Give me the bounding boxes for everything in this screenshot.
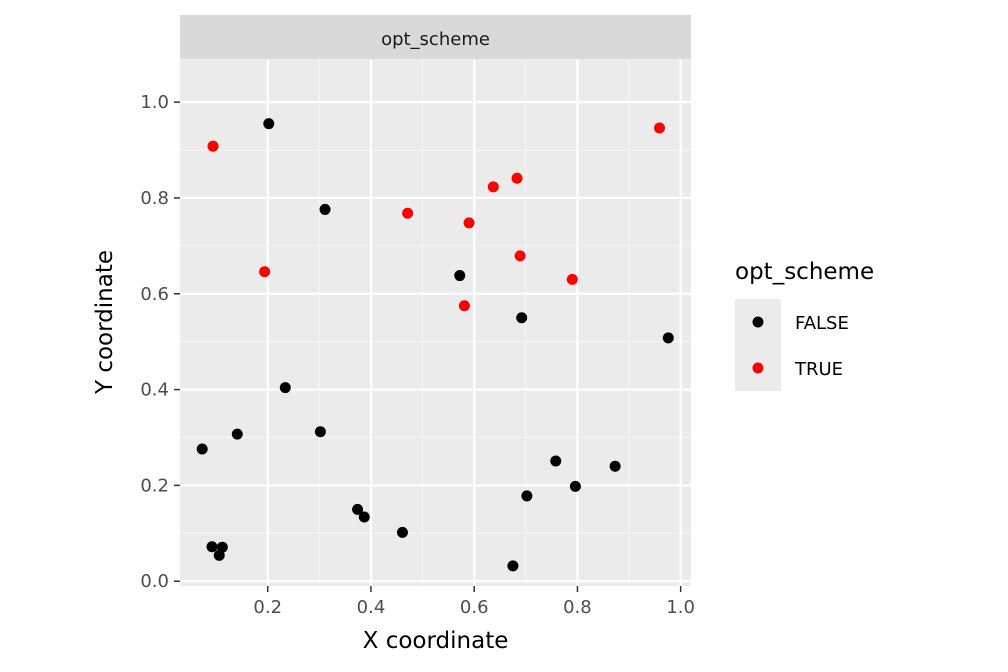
data-point-false bbox=[352, 503, 364, 515]
data-point-true bbox=[487, 181, 499, 193]
data-point-false bbox=[516, 312, 528, 324]
x-axis-title: X coordinate bbox=[363, 628, 509, 654]
data-point-false bbox=[609, 460, 621, 472]
data-point-false bbox=[279, 382, 291, 394]
data-point-false bbox=[569, 480, 581, 492]
data-point-true bbox=[514, 250, 526, 262]
data-point-false bbox=[213, 549, 225, 561]
data-point-true bbox=[654, 122, 666, 134]
plot-panel bbox=[180, 59, 691, 586]
data-point-true bbox=[402, 207, 414, 219]
y-tick-label: 0.0 bbox=[140, 571, 169, 592]
data-point-false bbox=[231, 428, 243, 440]
major-gridlines bbox=[180, 59, 691, 586]
x-axis: 0.2 0.4 0.6 0.8 1.0 bbox=[253, 586, 695, 618]
data-point-false bbox=[263, 118, 275, 130]
data-point-false bbox=[454, 270, 466, 282]
data-points bbox=[196, 118, 674, 572]
data-point-false bbox=[314, 426, 326, 438]
data-point-false bbox=[550, 455, 562, 467]
y-tick-label: 1.0 bbox=[140, 92, 169, 113]
y-tick-label: 0.6 bbox=[140, 284, 169, 305]
legend-key-box bbox=[735, 299, 781, 391]
facet-strip bbox=[180, 15, 691, 59]
legend: opt_scheme FALSE TRUE bbox=[735, 259, 874, 391]
legend-key-true-dot bbox=[752, 362, 764, 374]
data-point-false bbox=[662, 332, 674, 344]
data-point-false bbox=[521, 490, 533, 502]
data-point-true bbox=[511, 172, 523, 184]
data-point-true bbox=[463, 217, 475, 229]
y-tick-label: 0.8 bbox=[140, 188, 169, 209]
legend-label-true: TRUE bbox=[794, 359, 843, 380]
x-tick-label: 1.0 bbox=[666, 597, 695, 618]
data-point-false bbox=[358, 511, 370, 523]
x-tick-label: 0.4 bbox=[357, 597, 386, 618]
data-point-false bbox=[507, 560, 519, 572]
legend-title: opt_scheme bbox=[735, 259, 874, 285]
y-axis: 0.0 0.2 0.4 0.6 0.8 1.0 bbox=[140, 92, 180, 592]
data-point-true bbox=[458, 300, 470, 312]
data-point-false bbox=[396, 526, 408, 538]
data-point-false bbox=[206, 541, 218, 553]
legend-key-false-dot bbox=[752, 316, 764, 328]
data-point-true bbox=[566, 273, 578, 285]
minor-gridlines bbox=[180, 59, 691, 586]
y-axis-title: Y coordinate bbox=[92, 250, 118, 395]
data-point-true bbox=[259, 266, 271, 278]
y-tick-label: 0.4 bbox=[140, 380, 169, 401]
facet-strip-label: opt_scheme bbox=[381, 29, 490, 50]
legend-label-false: FALSE bbox=[795, 313, 849, 334]
x-tick-label: 0.2 bbox=[253, 597, 282, 618]
x-tick-label: 0.6 bbox=[460, 597, 489, 618]
data-point-true bbox=[207, 140, 219, 152]
x-tick-label: 0.8 bbox=[563, 597, 592, 618]
data-point-false bbox=[319, 203, 331, 215]
y-tick-label: 0.2 bbox=[140, 475, 169, 496]
data-point-false bbox=[196, 443, 208, 455]
